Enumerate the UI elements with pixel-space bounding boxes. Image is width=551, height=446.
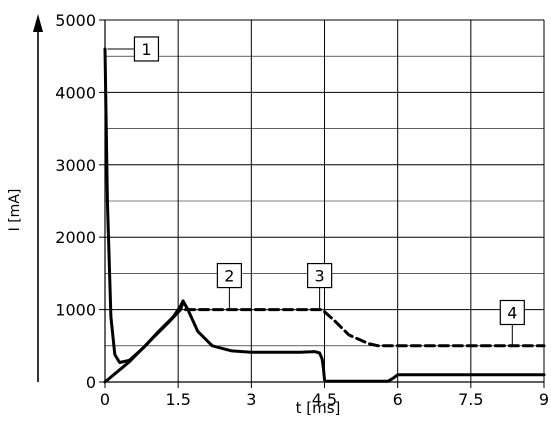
callout-box — [133, 36, 160, 62]
y-arrow-head — [33, 14, 43, 32]
annotations: 1 2 3 4 — [107, 36, 525, 346]
y-tick-label: 1000 — [55, 301, 96, 320]
callout-label: 1 — [141, 40, 151, 59]
x-tick-label: 0 — [100, 390, 110, 409]
x-tick-label: 6 — [393, 390, 403, 409]
callout-box — [216, 262, 242, 289]
y-tick-label: 3000 — [55, 156, 96, 175]
callout-box — [499, 299, 525, 326]
x-tick-label: 1.5 — [165, 390, 190, 409]
series-group — [103, 47, 546, 384]
series-line-2 — [103, 300, 185, 384]
callout-1: 1 — [107, 36, 160, 62]
callout-label: 3 — [315, 267, 325, 286]
callout-label: 2 — [224, 267, 234, 286]
grid — [105, 19, 545, 382]
series-line-3 — [184, 308, 546, 348]
y-tick-label: 5000 — [55, 11, 96, 30]
axes — [33, 14, 544, 383]
x-tick-label: 3 — [246, 390, 256, 409]
x-tick-label: 4.5 — [312, 390, 337, 409]
ticks: 0 1.5 3 4.5 6 7.5 9 0 1000 2000 3000 4000 5000 — [55, 11, 549, 409]
y-tick-label: 0 — [86, 373, 96, 392]
y-tick-label: 4000 — [55, 83, 96, 102]
x-tick-label: 7.5 — [458, 390, 483, 409]
callout-4: 4 — [499, 299, 525, 346]
x-axis-label: t [ms] — [296, 399, 341, 417]
callout-label: 4 — [507, 303, 517, 322]
x-tick-label: 9 — [539, 390, 549, 409]
callout-3: 3 — [307, 262, 333, 310]
y-axis-label: I [mA] — [7, 189, 23, 232]
callout-2: 2 — [216, 262, 242, 310]
y-tick-label: 2000 — [55, 228, 96, 247]
callout-box — [307, 262, 333, 289]
